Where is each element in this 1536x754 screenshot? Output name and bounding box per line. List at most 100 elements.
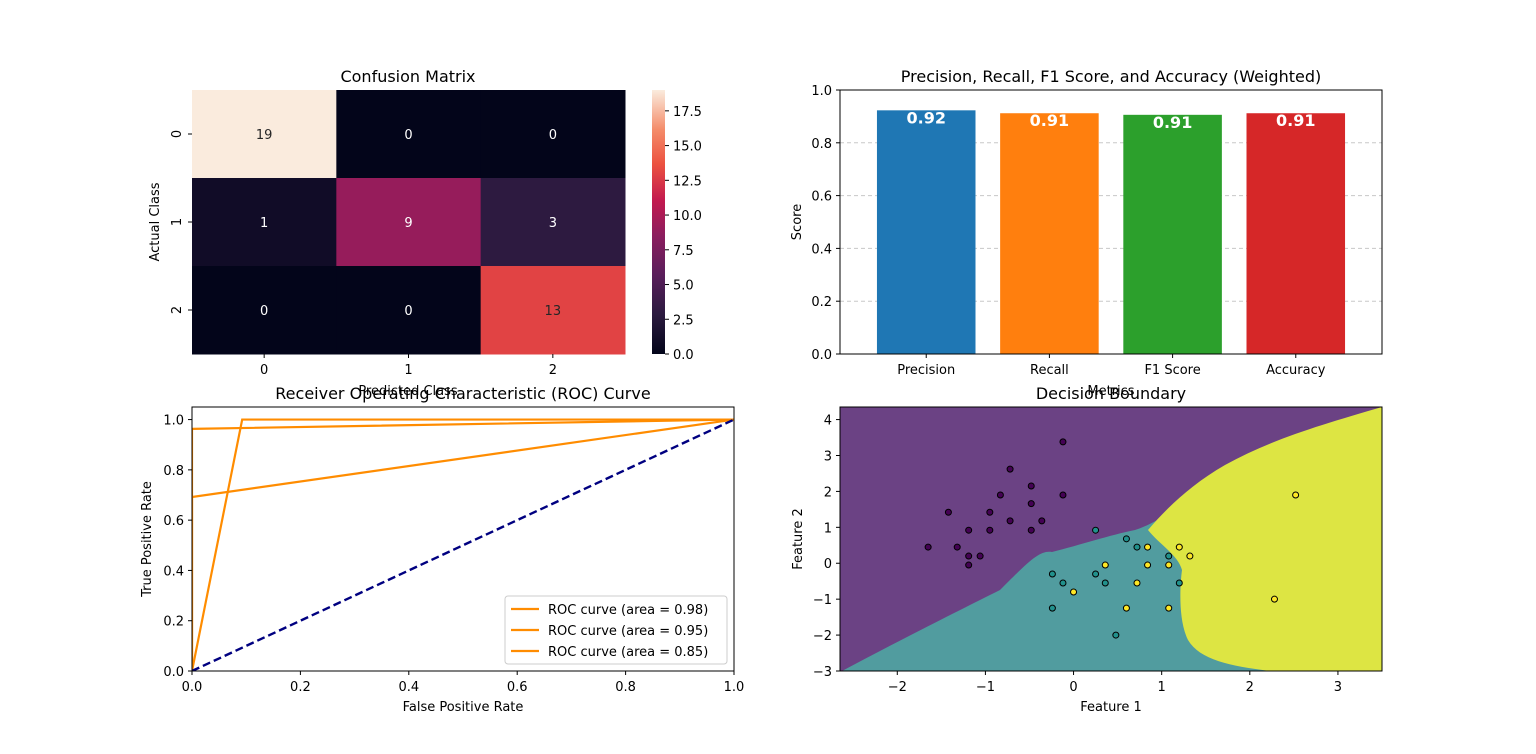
x-tick-label: −2 (888, 680, 907, 695)
x-tick-label: 0.2 (290, 680, 311, 695)
heatmap-cell (336, 266, 482, 355)
data-point-class-0 (1038, 517, 1046, 525)
y-tick-label: 2 (824, 485, 832, 500)
y-tick-label: 0.0 (163, 665, 184, 680)
db-ylabel: Feature 2 (791, 508, 806, 570)
x-tick-label: 0.4 (398, 680, 419, 695)
data-point-class-1 (1112, 631, 1120, 639)
data-point-class-1 (1101, 579, 1109, 587)
y-tick-label: 0.8 (811, 137, 832, 152)
legend-label: ROC curve (area = 0.98) (548, 603, 708, 618)
roc-legend: ROC curve (area = 0.98) ROC curve (area =… (504, 595, 728, 665)
data-point-class-0 (965, 552, 973, 560)
x-tick-label: −1 (976, 680, 995, 695)
decision-boundary-panel: −2 −1 0 1 2 3 −3 −2 −1 0 1 2 3 4 Decision Boundary Fe… (791, 384, 1383, 715)
confusion-matrix-ylabel: Actual Class (148, 182, 163, 261)
legend-label: ROC curve (area = 0.85) (548, 645, 708, 660)
colorbar-tick-label: 15.0 (673, 140, 702, 155)
heatmap-value: 0 (549, 128, 557, 143)
y-tick-label: −2 (813, 629, 832, 644)
y-tick-label: 2 (170, 306, 185, 314)
y-tick-label: 3 (824, 449, 832, 464)
data-point-class-2 (1292, 491, 1300, 499)
data-point-class-2 (1070, 588, 1078, 596)
y-tick-label: 0.8 (163, 464, 184, 479)
roc-curve-1 (192, 418, 734, 671)
colorbar-tick-label: 17.5 (673, 105, 702, 120)
heatmap-ticks: 0 1 2 0 1 2 (170, 130, 557, 378)
roc-curve-2 (192, 418, 734, 671)
roc-curve-0 (192, 418, 734, 671)
heatmap-value: 3 (549, 216, 557, 231)
x-tick-label: 1 (1158, 680, 1166, 695)
region-class-2 (1148, 407, 1382, 671)
data-point-class-0 (1006, 465, 1014, 473)
roc-panel: 0.0 0.2 0.4 0.6 0.8 1.0 0.0 0.2 0.4 0.6 0.8 1.0 Rec… (140, 384, 744, 715)
x-tick-label: 0.0 (182, 680, 203, 695)
db-title: Decision Boundary (1036, 384, 1186, 403)
roc-lines (192, 418, 734, 671)
y-tick-label: 1.0 (811, 84, 832, 99)
x-tick-label: 1.0 (724, 680, 745, 695)
data-point-class-1 (1059, 579, 1067, 587)
heatmap-annotations: 19 0 01 9 30 0 13 (256, 128, 561, 319)
heatmap-cells (192, 90, 626, 355)
data-point-class-2 (1270, 595, 1278, 603)
decision-regions (840, 407, 1382, 671)
heatmap-value: 0 (404, 128, 412, 143)
bar-axes-frame (839, 89, 1383, 355)
data-point-class-2 (1133, 579, 1141, 587)
bar-ticks: 0.0 0.2 0.4 0.6 0.8 1.0 Precision Recall F1 Scor… (811, 84, 1325, 378)
heatmap-value: 9 (404, 216, 412, 231)
heatmap-value: 0 (404, 304, 412, 319)
x-tick-label: Precision (897, 363, 955, 378)
colorbar (652, 90, 665, 354)
heatmap-value: 0 (260, 304, 268, 319)
bar-value-label: 0.91 (1153, 113, 1192, 132)
y-tick-label: 1 (824, 521, 832, 536)
heatmap-cell (192, 178, 337, 267)
y-tick-label: 1 (170, 218, 185, 226)
db-axes-frame (839, 406, 1383, 672)
colorbar-tick-label: 2.5 (673, 313, 694, 328)
data-point-class-2 (1165, 561, 1173, 569)
data-point-class-1 (1048, 570, 1056, 578)
confusion-matrix-xlabel: Predicted Class (358, 384, 458, 399)
data-point-class-0 (996, 491, 1004, 499)
y-tick-label: 0.2 (163, 615, 184, 630)
y-tick-label: 0.6 (163, 514, 184, 529)
data-point-class-1 (1092, 570, 1100, 578)
x-tick-label: 0.8 (615, 680, 636, 695)
y-tick-label: −1 (813, 593, 832, 608)
colorbar-tick-label: 5.0 (673, 279, 694, 294)
data-point-class-2 (1175, 543, 1183, 551)
x-tick-label: F1 Score (1144, 363, 1200, 378)
x-tick-label: 2 (1246, 680, 1254, 695)
y-tick-label: 4 (824, 414, 832, 429)
y-tick-label: 0.4 (811, 242, 832, 257)
y-tick-label: 1.0 (163, 414, 184, 429)
colorbar-ticks: 0.0 2.5 5.0 7.5 10.0 12.5 15.0 17.5 (665, 105, 702, 363)
bar-title: Precision, Recall, F1 Score, and Accurac… (901, 67, 1321, 86)
data-point-class-0 (986, 526, 994, 534)
data-point-class-1 (1175, 579, 1183, 587)
db-ticks: −2 −1 0 1 2 3 −3 −2 −1 0 1 2 3 4 (813, 414, 1342, 695)
data-point-class-2 (1101, 561, 1109, 569)
bar-xlabel: Metrics (1087, 384, 1134, 399)
diagonal-line (192, 418, 734, 671)
heatmap-cell (192, 90, 337, 179)
colorbar-tick-label: 12.5 (673, 174, 702, 189)
roc-ylabel: True Positive Rate (140, 481, 155, 598)
heatmap-cell (336, 90, 482, 179)
data-point-class-0 (1027, 482, 1035, 490)
data-point-class-2 (1144, 543, 1152, 551)
data-point-class-1 (1092, 526, 1100, 534)
data-point-class-1 (1133, 543, 1141, 551)
colorbar-tick-label: 0.0 (673, 348, 694, 363)
data-point-class-0 (1059, 491, 1067, 499)
y-tick-label: 0 (824, 557, 832, 572)
data-point-class-1 (1122, 535, 1130, 543)
bar-recall (1000, 113, 1099, 355)
bars: 0.92 0.91 0.91 0.91 (876, 108, 1346, 355)
